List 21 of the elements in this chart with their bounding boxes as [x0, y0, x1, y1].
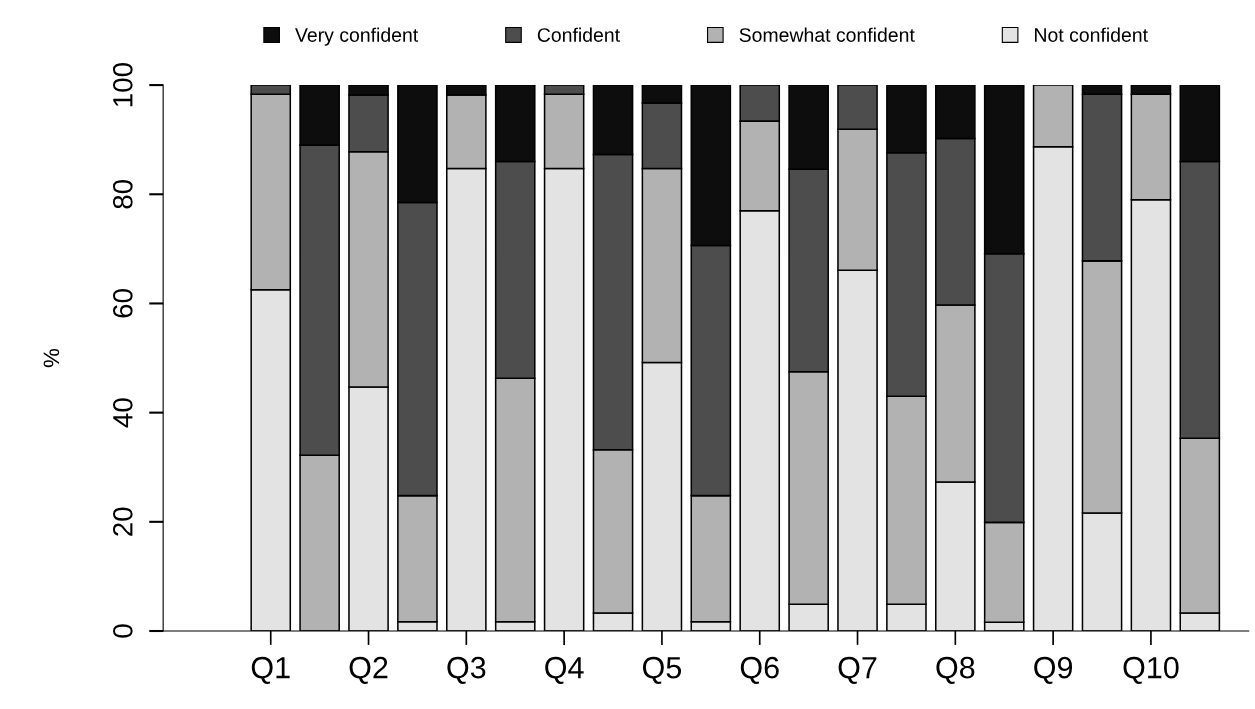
- x-tick-label: Q10: [1123, 656, 1179, 684]
- legend-label: Not confident: [1035, 27, 1148, 42]
- x-tick-label: Q3: [447, 656, 486, 684]
- y-tick-label: 60: [112, 289, 133, 318]
- x-tick-label: Q6: [740, 656, 779, 684]
- x-tick-label: Q9: [1034, 656, 1073, 684]
- x-tick-label: Q7: [838, 656, 877, 684]
- x-tick-label: Q4: [545, 656, 584, 684]
- legend-label: Confident: [537, 27, 620, 42]
- legend-label: Somewhat confident: [739, 27, 915, 42]
- x-tick-label: Q8: [936, 656, 975, 684]
- y-tick-label: 40: [112, 398, 133, 428]
- y-tick-label: 80: [112, 179, 133, 209]
- legend-label: Very confident: [295, 27, 419, 46]
- y-tick-label: 100: [112, 62, 133, 107]
- y-tick-label: 20: [112, 507, 133, 536]
- x-tick-label: Q1: [251, 656, 290, 684]
- y-axis-title: %: [43, 348, 60, 368]
- x-tick-label: Q2: [349, 656, 388, 684]
- y-tick-label: 0: [112, 624, 133, 638]
- x-tick-label: Q5: [643, 656, 682, 684]
